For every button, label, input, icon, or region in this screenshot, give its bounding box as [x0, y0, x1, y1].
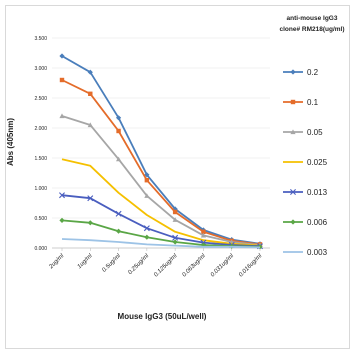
y-tick-label: 0.500: [34, 216, 47, 222]
x-tick-label: 0.016ug/ml: [238, 253, 264, 279]
data-point: [115, 210, 122, 217]
x-axis-ticks: 2ug/ml 1ug/ml 0.5ug/ml 0.25ug/ml 0.125ug/ml 0…: [48, 248, 264, 278]
x-tick-label: 0.125ug/ml: [153, 253, 179, 279]
y-tick-label: 2.000: [34, 126, 47, 132]
legend-title-line1: anti-mouse IgG3: [287, 15, 338, 22]
data-point: [116, 128, 121, 134]
legend-swatch-marker: [290, 69, 296, 75]
y-tick-label: 1.500: [34, 156, 47, 162]
series-0.05: [59, 113, 263, 248]
data-point: [87, 220, 93, 226]
y-axis-ticks: 0.000 0.500 1.000 1.500 2.000 2.500 3.000 3.500: [34, 36, 47, 252]
data-point: [172, 239, 178, 245]
series-line: [61, 158, 261, 247]
x-tick-label: 0.063ug/ml: [182, 253, 208, 279]
data-point: [87, 195, 94, 202]
legend-swatch-marker: [290, 189, 296, 195]
series-0.025: [61, 158, 261, 247]
data-point: [172, 209, 178, 215]
legend-label: 0.05: [307, 128, 323, 137]
data-point: [59, 53, 65, 59]
series-line: [61, 194, 261, 248]
series-0.003: [61, 238, 261, 249]
legend-label: 0.006: [307, 218, 328, 227]
legend-label: 0.1: [307, 98, 319, 107]
data-point: [144, 234, 150, 240]
legend-label: 0.025: [307, 158, 328, 167]
x-tick-label: 0.25ug/ml: [127, 253, 150, 276]
legend-swatch-marker: [290, 129, 296, 135]
data-point: [144, 177, 150, 183]
x-tick-label: 2ug/ml: [48, 253, 66, 271]
data-point: [115, 156, 122, 162]
x-tick-label: 0.031ug/ml: [210, 253, 236, 279]
legend-label: 0.013: [307, 188, 328, 197]
x-tick-label: 1ug/ml: [77, 253, 94, 270]
y-tick-label: 3.000: [34, 66, 47, 72]
legend-label: 0.003: [307, 248, 328, 257]
series-line: [61, 55, 261, 245]
data-point: [200, 232, 207, 238]
data-point: [59, 217, 65, 223]
data-point: [115, 228, 122, 234]
data-point: [144, 193, 150, 198]
data-point: [59, 77, 65, 83]
legend-label: 0.2: [307, 68, 319, 77]
series-line: [61, 79, 261, 246]
x-tick-label: 0.5ug/ml: [101, 253, 122, 274]
data-point: [115, 115, 122, 121]
y-tick-label: 3.500: [34, 36, 47, 42]
data-point: [201, 229, 206, 235]
legend: 0.2 0.1 0.05 0.025 0.013 0.006 0.003: [283, 68, 328, 257]
legend-title-line2: clone# RM218(ug/ml): [279, 26, 344, 33]
series-line: [61, 238, 261, 249]
y-tick-label: 2.500: [34, 96, 47, 102]
y-axis-title: Abs (405nm): [6, 118, 15, 166]
data-point: [87, 122, 93, 128]
data-point: [59, 113, 65, 119]
chart-frame: [5, 5, 350, 349]
legend-swatch-marker: [290, 219, 296, 225]
series-group: [59, 53, 263, 250]
data-point: [143, 225, 150, 232]
data-point: [172, 217, 178, 222]
data-point: [144, 172, 150, 178]
series-0.2: [59, 53, 263, 247]
data-point: [87, 69, 93, 75]
y-tick-label: 1.000: [34, 186, 47, 192]
series-line: [61, 115, 261, 246]
data-point: [59, 192, 65, 199]
x-axis-title: Mouse IgG3 (50uL/well): [118, 312, 207, 321]
y-tick-label: 0.000: [34, 246, 47, 252]
data-point: [172, 234, 179, 241]
data-point: [88, 91, 93, 97]
legend-swatch-marker: [290, 99, 296, 105]
